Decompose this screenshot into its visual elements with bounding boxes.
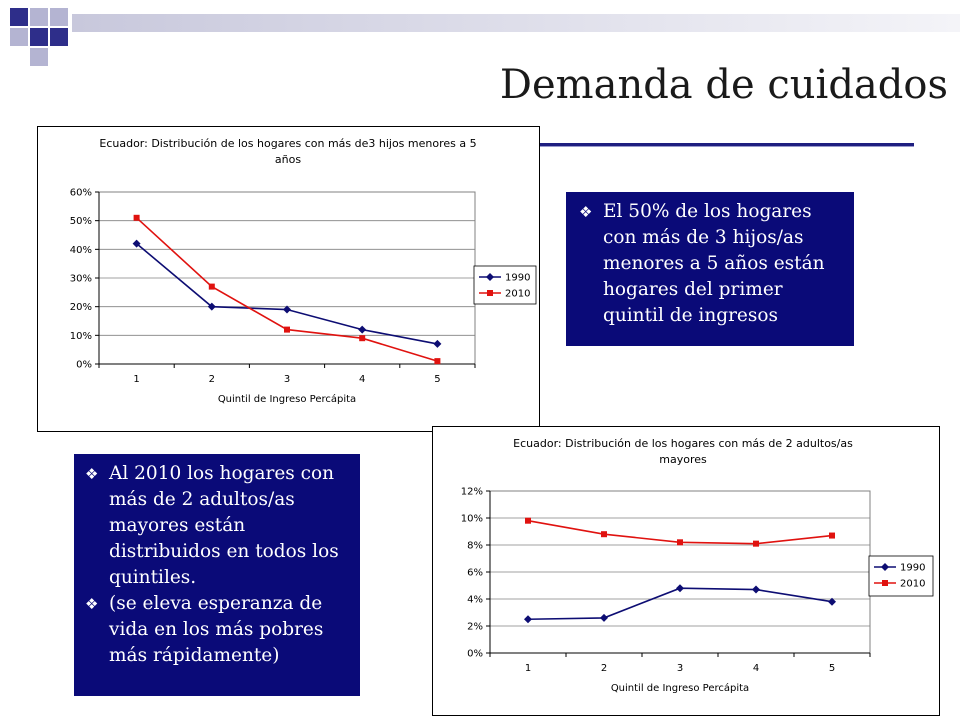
y-tick-label: 10%: [461, 514, 483, 525]
data-point-2010: [284, 326, 290, 333]
decor-square: [10, 28, 28, 46]
data-point-2010: [677, 539, 683, 546]
x-tick-label: 2: [601, 663, 607, 674]
y-tick-label: 2%: [467, 622, 483, 633]
data-point-2010: [601, 531, 607, 538]
chart-elderly-households: Ecuador: Distribución de los hogares con…: [432, 426, 940, 716]
data-point-1990: [752, 585, 760, 594]
data-point-2010: [359, 335, 366, 342]
data-point-2010: [753, 540, 759, 547]
data-point-1990: [283, 305, 291, 314]
y-tick-label: 50%: [70, 216, 92, 227]
data-point-1990: [132, 239, 141, 248]
x-tick-label: 5: [434, 374, 440, 385]
diamond-bullet-icon: ❖: [85, 465, 99, 483]
callout-text: El 50% de los hogares con más de 3 hijos…: [603, 201, 825, 326]
y-tick-label: 60%: [70, 188, 92, 199]
data-point-2010: [434, 358, 441, 365]
y-tick-label: 6%: [467, 568, 483, 579]
y-tick-label: 12%: [461, 487, 483, 498]
callout-item: ❖ El 50% de los hogares con más de 3 hij…: [577, 199, 846, 329]
legend-box: [868, 555, 934, 597]
decor-bar: [72, 14, 960, 32]
data-point-2010: [133, 214, 140, 221]
legend-label: 2010: [900, 579, 925, 590]
legend-marker: [487, 290, 493, 296]
x-tick-label: 1: [133, 374, 139, 385]
data-point-2010: [525, 517, 531, 524]
slide-title: Demanda de cuidados: [499, 62, 948, 108]
y-tick-label: 10%: [70, 331, 92, 342]
chart-title: Ecuador: Distribución de los hogares con…: [99, 137, 476, 166]
x-axis-label: Quintil de Ingreso Percápita: [218, 393, 356, 405]
diamond-bullet-icon: ❖: [579, 203, 593, 221]
decor-square: [50, 8, 68, 26]
data-point-2010: [208, 283, 215, 290]
chart-title-line: mayores: [659, 453, 707, 466]
y-tick-label: 30%: [70, 274, 92, 285]
x-tick-label: 4: [359, 374, 365, 385]
data-point-1990: [433, 339, 442, 348]
y-tick-label: 0%: [76, 360, 92, 371]
decor-square: [30, 8, 48, 26]
callout-text: (se eleva esperanza de vida en los más p…: [109, 593, 324, 666]
legend-marker: [881, 563, 889, 571]
y-tick-label: 20%: [70, 302, 92, 313]
x-tick-label: 5: [829, 663, 835, 674]
y-tick-label: 40%: [70, 245, 92, 256]
chart-title: Ecuador: Distribución de los hogares con…: [513, 437, 853, 466]
x-axis-label: Quintil de Ingreso Percápita: [611, 682, 749, 694]
callout-item: ❖ Al 2010 los hogares con más de 2 adult…: [83, 461, 354, 591]
chart-elderly-svg: Ecuador: Distribución de los hogares con…: [461, 437, 934, 694]
x-tick-label: 2: [209, 374, 215, 385]
data-point-1990: [524, 615, 532, 624]
y-tick-label: 0%: [467, 649, 483, 660]
chart-children-svg: Ecuador: Distribución de los hogares con…: [70, 137, 537, 405]
data-point-1990: [828, 597, 836, 606]
legend-label: 2010: [505, 289, 530, 300]
chart-title-line: Ecuador: Distribución de los hogares con…: [513, 437, 853, 450]
data-point-1990: [207, 302, 216, 311]
data-point-1990: [676, 584, 684, 593]
y-tick-label: 4%: [467, 595, 483, 606]
callout-list: ❖ Al 2010 los hogares con más de 2 adult…: [83, 461, 354, 669]
callout-text: Al 2010 los hogares con más de 2 adultos…: [109, 463, 339, 588]
decor-square: [30, 48, 48, 66]
decor-square: [10, 8, 28, 26]
data-point-1990: [358, 325, 367, 334]
legend-box: [473, 265, 537, 305]
y-tick-label: 8%: [467, 541, 483, 552]
x-tick-label: 3: [284, 374, 290, 385]
decor-square: [30, 28, 48, 46]
title-underline: [537, 143, 914, 147]
data-point-1990: [600, 613, 608, 622]
callout-list: ❖ El 50% de los hogares con más de 3 hij…: [577, 199, 846, 329]
callout-children-note: ❖ El 50% de los hogares con más de 3 hij…: [566, 192, 854, 346]
diamond-bullet-icon: ❖: [85, 595, 99, 613]
data-point-2010: [829, 532, 835, 539]
callout-elderly-note: ❖ Al 2010 los hogares con más de 2 adult…: [74, 454, 360, 696]
x-tick-label: 4: [753, 663, 759, 674]
legend-marker: [486, 273, 494, 281]
x-tick-label: 1: [525, 663, 531, 674]
legend-label: 1990: [505, 273, 530, 284]
callout-item: ❖ (se eleva esperanza de vida en los más…: [83, 591, 354, 669]
legend-label: 1990: [900, 563, 925, 574]
chart-title-line: Ecuador: Distribución de los hogares con…: [99, 137, 476, 150]
decor-square: [50, 28, 68, 46]
chart-children-households: Ecuador: Distribución de los hogares con…: [37, 126, 540, 432]
chart-title-line: años: [275, 153, 301, 166]
legend-marker: [882, 580, 888, 586]
x-tick-label: 3: [677, 663, 683, 674]
